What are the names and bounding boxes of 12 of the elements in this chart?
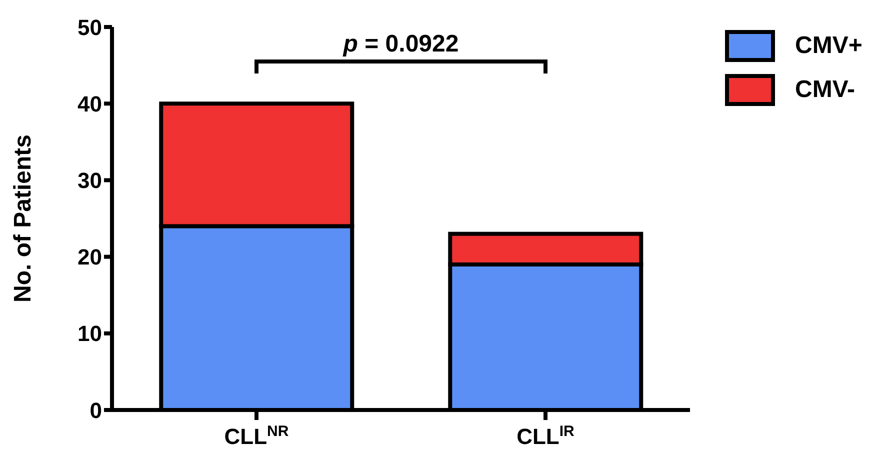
- legend-label: CMV-: [795, 76, 855, 104]
- annotation: p = 0.0922: [342, 30, 459, 58]
- x-tick-label: CLL$^{IR}$: [516, 422, 575, 449]
- y-axis-title: No. of Patients: [10, 134, 37, 303]
- legend-label: CMV+: [795, 32, 862, 60]
- y-tick-label: 0: [90, 398, 102, 423]
- y-tick-label: 50: [78, 14, 102, 40]
- y-tick-label: 10: [78, 321, 102, 346]
- y-tick-label: 20: [78, 244, 102, 270]
- x-tick-label: CLL$^{NR}$: [224, 422, 289, 449]
- y-tick-label: 30: [78, 168, 102, 194]
- y-tick-label: 40: [78, 91, 102, 116]
